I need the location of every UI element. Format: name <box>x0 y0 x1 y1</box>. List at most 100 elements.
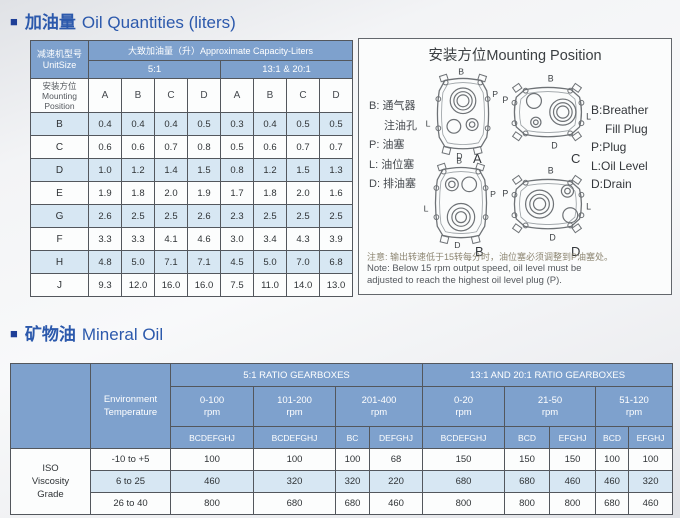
rpm-label: rpm <box>370 406 388 418</box>
table-row: 6 to 25 460 320 320 220 680 680 460 460 320 <box>11 470 674 493</box>
pos-col: B <box>121 78 155 113</box>
cell: 0.5 <box>286 112 320 136</box>
speed-header: 21-50 rpm <box>504 386 597 427</box>
legend-zh-oil-level: L: 油位塞 <box>369 158 415 171</box>
iso-line-3: Grade <box>37 489 64 500</box>
cell: 220 <box>368 470 424 493</box>
unit-size-en: UnitSize <box>42 59 77 70</box>
cell: 1.8 <box>121 181 155 205</box>
pos-col: A <box>220 78 254 113</box>
cell: 1.2 <box>121 158 155 182</box>
cell: 16.0 <box>154 273 188 297</box>
cell: 680 <box>335 492 370 515</box>
gearbox-diagram-d: B P L D <box>502 165 591 242</box>
environment-temperature-header: Environment Temperature <box>90 363 171 449</box>
cell: 100 <box>628 448 674 471</box>
diagram-letter-a: A <box>473 151 482 166</box>
env-line-1: Environment <box>103 394 158 405</box>
cell: 13.0 <box>318 273 354 297</box>
cell: 7.5 <box>220 273 254 297</box>
cell: 2.5 <box>154 204 188 228</box>
letters-header: EFGHJ <box>628 426 674 449</box>
cell: 1.9 <box>187 181 221 205</box>
ratio-header-row: 5:1 13:1 & 20:1 <box>31 60 354 79</box>
row-label: H <box>30 250 89 274</box>
letters-header: DEFGHJ <box>368 426 424 449</box>
cell: 5.0 <box>253 250 287 274</box>
legend-zh: B: 通气器 注油孔 P: 油塞 L: 油位塞 D: 排油塞 <box>369 97 417 195</box>
position-header-row: 安装方位 Mounting Position A B C D A B C D <box>30 78 354 113</box>
speed-header: 0-20 rpm <box>422 386 506 427</box>
speed-range: 201-400 <box>361 394 397 406</box>
cell: 0.3 <box>220 112 254 136</box>
table-row: 26 to 40 800 680 680 460 800 800 800 680 460 <box>11 492 674 515</box>
cell: 2.0 <box>286 181 320 205</box>
cell: 1.5 <box>286 158 320 182</box>
mounting-note-en-2: adjusted to reach the highest oil level … <box>367 275 562 286</box>
cell: 460 <box>595 470 630 493</box>
pos-col: B <box>253 78 287 113</box>
capacity-header: 大致加油量（升）Approximate Capacity-Liters <box>87 40 354 61</box>
cell: 12.0 <box>121 273 155 297</box>
ratio-5-gearboxes-header: 5:1 RATIO GEARBOXES <box>169 363 424 387</box>
cell: 0.6 <box>121 135 155 159</box>
rpm-label: rpm <box>203 406 221 418</box>
cell: 0.4 <box>88 112 122 136</box>
rpm-label: rpm <box>455 406 472 418</box>
cell: 0.7 <box>154 135 188 159</box>
cell: 2.5 <box>121 204 155 228</box>
cell: 2.5 <box>286 204 320 228</box>
plug-label-d: D <box>551 140 557 150</box>
plug-label-l: L <box>426 118 431 128</box>
cell: 16.0 <box>187 273 221 297</box>
table-row: B 0.4 0.4 0.4 0.5 0.3 0.4 0.5 0.5 <box>30 112 354 136</box>
capacity-header-row: 减速机型号 UnitSize 大致加油量（升）Approximate Capac… <box>30 40 354 79</box>
plug-label-d: D <box>456 151 462 161</box>
cell: 0.4 <box>253 112 287 136</box>
speed-header: 0-100 rpm <box>170 386 254 427</box>
cell: 7.1 <box>187 250 221 274</box>
plug-label-b: B <box>548 73 554 83</box>
table-row: F 3.3 3.3 4.1 4.6 3.0 3.4 4.3 3.9 <box>30 227 354 251</box>
legend-zh-drain: D: 排油塞 <box>369 178 417 190</box>
pos-col: D <box>318 78 354 113</box>
temp-cell: 6 to 25 <box>90 470 171 493</box>
cell: 150 <box>504 448 551 471</box>
ratio-group-header-row: Environment Temperature 5:1 RATIO GEARBO… <box>10 363 674 449</box>
letters-header: EFGHJ <box>549 426 597 449</box>
cell: 460 <box>170 470 254 493</box>
gearbox-diagram-b: B P L D <box>424 157 497 250</box>
letters-header: BCDEFGHJ <box>170 426 254 449</box>
cell: 1.7 <box>220 181 254 205</box>
ratio-13-20-gearboxes-header: 13:1 AND 20:1 RATIO GEARBOXES <box>422 363 674 387</box>
letters-header: BCD <box>504 426 551 449</box>
plug-label-p: P <box>492 89 498 99</box>
blank-corner-cell <box>10 363 91 449</box>
cell: 0.4 <box>154 112 188 136</box>
cell: 2.6 <box>187 204 221 228</box>
cell: 0.6 <box>253 135 287 159</box>
row-label: G <box>30 204 89 228</box>
plug-label-b: B <box>548 165 554 175</box>
cell: 0.4 <box>121 112 155 136</box>
cell: 680 <box>595 492 630 515</box>
cell: 1.8 <box>253 181 287 205</box>
rpm-label: rpm <box>541 406 559 418</box>
cell: 460 <box>368 492 424 515</box>
cell: 320 <box>253 470 336 493</box>
mineral-oil-title-en: Mineral Oil <box>81 325 164 344</box>
pos-col: C <box>286 78 320 113</box>
pos-col: C <box>154 78 188 113</box>
mineral-oil-title: ■ 矿物油 Mineral Oil <box>10 320 163 345</box>
oil-quantities-table: 减速机型号 UnitSize 大致加油量（升）Approximate Capac… <box>30 40 354 297</box>
plug-label-b: B <box>456 157 462 165</box>
cell: 7.0 <box>286 250 320 274</box>
mounting-header-zh: 安装方位 <box>42 80 77 91</box>
cell: 2.5 <box>318 204 354 228</box>
speed-header-row: 0-100 rpm 101-200 rpm 201-400 rpm 0-20 rpm 2… <box>11 386 674 427</box>
rpm-label: rpm <box>625 406 643 418</box>
cell: 150 <box>549 448 597 471</box>
letters-header: BCDEFGHJ <box>422 426 506 449</box>
plug-label-d: D <box>454 240 460 250</box>
table-row: D 1.0 1.2 1.4 1.5 0.8 1.2 1.5 1.3 <box>30 158 354 182</box>
